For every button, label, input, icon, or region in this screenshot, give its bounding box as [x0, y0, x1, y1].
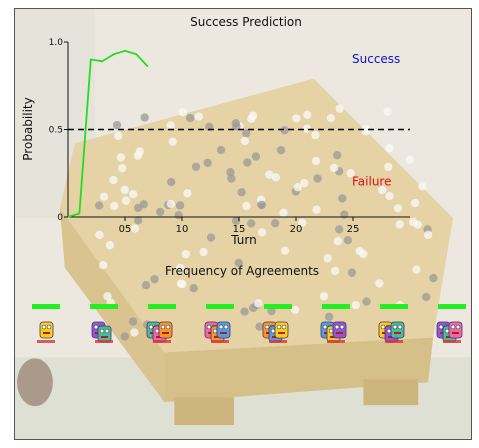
y-tick-label: 1.0 — [49, 38, 64, 48]
y-tick-label: 0.5 — [49, 126, 63, 136]
y-axis-label: Probability — [21, 97, 35, 160]
x-tick-label: 25 — [347, 224, 360, 235]
plot-area: 05 10 15 20 25 0 0.5 1.0 Turn Probability Succ… — [21, 38, 410, 247]
agreement-bar — [264, 304, 292, 309]
monster-icon — [378, 321, 405, 343]
monster-icon — [146, 321, 173, 343]
monster-icon — [436, 321, 463, 343]
y-tick-label: 0 — [57, 213, 63, 223]
success-annotation: Success — [352, 52, 400, 66]
agreement-bar — [90, 304, 118, 309]
agreements-row — [32, 304, 466, 343]
agreement-bar — [322, 304, 350, 309]
monster-icon — [37, 321, 55, 343]
go-board-background — [15, 9, 471, 439]
agreements-title: Frequency of Agreements — [165, 264, 319, 278]
failure-annotation: Failure — [352, 175, 391, 189]
x-tick-label: 20 — [290, 224, 303, 235]
agreement-bar — [32, 304, 60, 309]
agreement-bar — [380, 304, 408, 309]
monster-icon — [262, 321, 289, 343]
agreement-bar — [148, 304, 176, 309]
x-axis-label: Turn — [230, 233, 256, 247]
monster-icon — [91, 321, 113, 343]
agreement-bar — [206, 304, 234, 309]
chart-canvas: Success Prediction 05 10 15 20 25 0 0.5 1.0 Tu… — [21, 15, 466, 343]
monster-icon — [320, 321, 347, 343]
x-tick-label: 10 — [176, 224, 189, 235]
figure-frame: Success Prediction 05 10 15 20 25 0 0.5 1.0 Tu… — [14, 8, 472, 440]
x-tick-label: 15 — [233, 224, 246, 235]
success-probability-line — [67, 49, 149, 218]
monster-icon — [204, 321, 231, 343]
agreement-bar — [438, 304, 466, 309]
chart-title: Success Prediction — [190, 15, 302, 29]
x-tick-label: 05 — [119, 224, 132, 235]
